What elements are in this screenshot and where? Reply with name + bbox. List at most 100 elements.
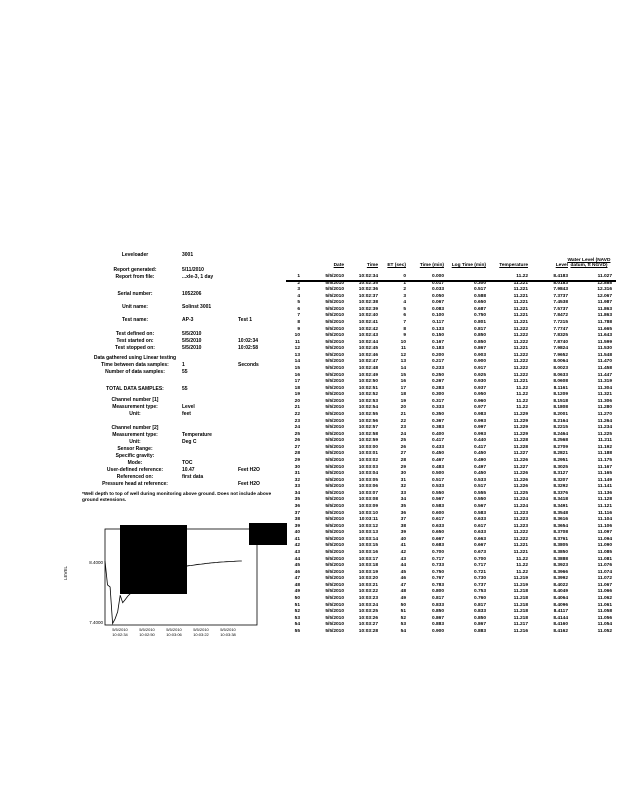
table-cell: 28 <box>294 451 300 457</box>
table-cell: 11.221 <box>513 543 528 549</box>
table-cell: 8.4049 <box>553 589 568 595</box>
table-cell: 0.993 <box>473 418 486 424</box>
x-tick-label: 5/5/2010 <box>166 627 182 632</box>
table-cell: 8.4022 <box>553 582 568 588</box>
table-cell: 27 <box>294 444 300 450</box>
table-cell: 0.517 <box>473 484 486 490</box>
table-cell: 5/5/2010 <box>325 484 344 490</box>
table-cell: 0.900 <box>473 359 486 365</box>
table-cell: 5/5/2010 <box>325 503 344 509</box>
table-cell: 8.3548 <box>553 510 568 516</box>
table-cell: 11.094 <box>597 536 612 542</box>
table-cell: 11.076 <box>597 563 612 569</box>
table-cell: 53 <box>400 622 406 628</box>
table-cell: 8.3376 <box>553 490 568 496</box>
table-cell: 46 <box>400 576 406 582</box>
table-cell: 11.219 <box>513 576 528 582</box>
table-cell: 8.0633 <box>553 372 568 378</box>
y-axis-label: LEVEL <box>63 565 68 580</box>
table-cell: 11.22 <box>516 385 528 391</box>
meta-value: Level <box>182 404 195 410</box>
table-cell: 1 <box>403 280 406 286</box>
table-cell: 0.083 <box>431 306 444 312</box>
table-cell: 0.000 <box>431 274 444 279</box>
table-cell: 0.817 <box>473 602 486 608</box>
table-cell: 5/5/2010 <box>325 438 344 444</box>
meta-label: Report generated: <box>113 267 157 273</box>
table-cell: 33 <box>400 490 406 496</box>
table-cell: 11.188 <box>597 451 612 457</box>
table-cell: 3 <box>403 293 406 299</box>
meta-extra: Feet H2O <box>238 467 260 473</box>
table-cell: 0.917 <box>473 365 486 371</box>
table-cell: 0.650 <box>473 300 486 306</box>
table-cell: 30 <box>294 464 300 470</box>
table-cell: 0.400 <box>431 431 444 437</box>
table-cell: 5/5/2010 <box>325 490 344 496</box>
table-cell: 0.850 <box>431 609 444 615</box>
table-cell: 10:03:16 <box>358 549 378 555</box>
table-cell: 5 <box>297 300 300 306</box>
table-cell: 5/5/2010 <box>325 451 344 457</box>
table-cell: 11.027 <box>597 274 612 279</box>
table-cell: 11.321 <box>597 392 612 398</box>
table-cell: 3 <box>297 287 300 293</box>
table-cell: 0.730 <box>473 576 486 582</box>
table-cell: 8.3888 <box>553 556 568 562</box>
table-cell: 0.167 <box>431 339 444 345</box>
table-cell: 5/5/2010 <box>325 582 344 588</box>
table-cell: 11.149 <box>597 477 612 483</box>
table-cell: 0.555 <box>473 490 486 496</box>
table-cell: 34 <box>294 490 300 496</box>
table-cell: 11.218 <box>513 609 528 615</box>
meta-extra: 10:02:58 <box>238 345 259 351</box>
table-cell: 11.221 <box>513 287 528 293</box>
table-cell: 11.229 <box>513 411 528 417</box>
x-tick-label: 10:03:22 <box>193 632 209 637</box>
column-header: Log Time (min) <box>451 263 486 268</box>
meta-label: Time between data samples: <box>101 362 169 368</box>
table-cell: 8.3654 <box>553 523 568 529</box>
table-row: 50 5/5/2010 10:03:23 49 0.817 0.760 11.218 8.40… <box>286 596 616 603</box>
level-chart: LEVEL 8.4000 7.4000 5/5/201010:02:345/5/… <box>63 523 287 637</box>
table-cell: 11.062 <box>597 595 612 601</box>
table-row: 24 5/5/2010 10:02:57 23 0.383 0.997 11.229 8.22… <box>286 425 616 432</box>
table-cell: 11.226 <box>513 471 528 477</box>
table-cell: 5/5/2010 <box>325 563 344 569</box>
y-tick-label: 8.4000 <box>89 560 103 565</box>
table-cell: 10:02:41 <box>358 319 378 325</box>
meta-label: Leveloader <box>121 252 149 258</box>
column-header: Time <box>366 263 378 268</box>
table-cell: 10:02:45 <box>358 346 378 352</box>
meta-label: Test started on: <box>116 338 154 344</box>
table-row: 41 5/5/2010 10:03:14 40 0.667 0.663 11.222 8.37… <box>286 537 616 544</box>
table-cell: 31 <box>294 471 300 477</box>
table-cell: 5/5/2010 <box>325 425 344 431</box>
table-cell: 11.304 <box>597 385 612 391</box>
table-cell: 11.216 <box>513 628 528 634</box>
table-cell: 11.22 <box>516 556 528 562</box>
table-cell: 52 <box>400 615 406 621</box>
table-cell: 11.270 <box>597 411 612 417</box>
table-cell: 51 <box>400 609 406 615</box>
table-cell: 0.930 <box>473 379 486 385</box>
meta-value: AP-3 <box>182 317 194 323</box>
table-cell: 8.3850 <box>553 549 568 555</box>
table-cell: 1 <box>297 274 300 279</box>
table-cell: 0.667 <box>473 543 486 549</box>
table-cell: 11.192 <box>597 444 612 450</box>
table-cell: 25 <box>400 438 406 444</box>
table-cell: 8 <box>403 326 406 332</box>
table-row: 33 5/5/2010 10:03:06 32 0.533 0.517 11.226 8.32… <box>286 484 616 491</box>
meta-label: Measurement type: <box>112 432 158 438</box>
meta-label: Unit: <box>129 439 141 445</box>
table-cell: 11.306 <box>597 398 612 404</box>
table-cell: 0.650 <box>431 530 444 536</box>
table-cell: 5/5/2010 <box>325 609 344 615</box>
table-cell: 7.9652 <box>553 352 568 358</box>
table-cell: 11.222 <box>513 372 528 378</box>
redaction-box <box>120 525 187 594</box>
meta-label: Test defined on: <box>115 331 155 337</box>
table-cell: 7.3737 <box>553 293 568 299</box>
table-row: 4 5/5/2010 10:02:37 3 0.050 0.588 11.221 7.3737… <box>286 294 616 301</box>
